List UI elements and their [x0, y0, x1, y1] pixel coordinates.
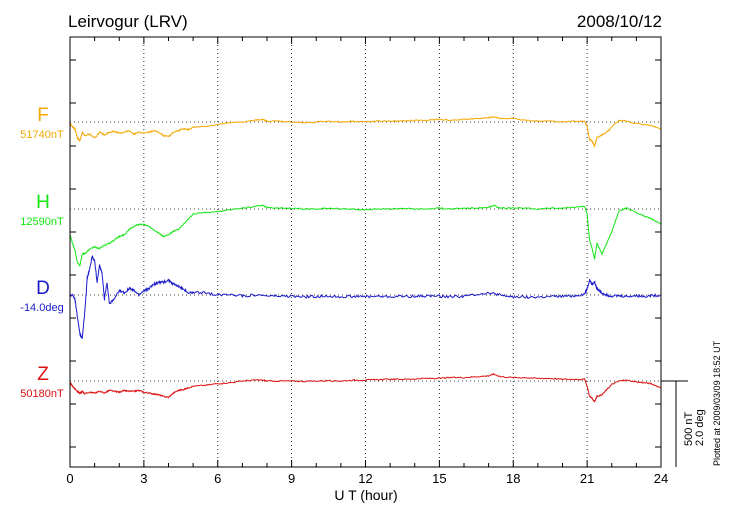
- component-base-h: 12590nT: [20, 216, 64, 228]
- component-base-f: 51740nT: [20, 129, 64, 141]
- component-letter-h: H: [36, 192, 50, 213]
- series-line-z: [69, 372, 662, 403]
- series-lines: [69, 116, 662, 403]
- axis-ticks: 0 3 6 9 12 15 18 21 24: [66, 37, 668, 486]
- x-tick-label: 15: [432, 471, 446, 486]
- x-tick-label: 9: [288, 471, 295, 486]
- x-tick-label: 24: [654, 471, 668, 486]
- component-letter-f: F: [37, 105, 49, 126]
- chart-date: 2008/10/12: [577, 12, 662, 31]
- x-tick-label: 3: [140, 471, 147, 486]
- grid-lines: [70, 37, 661, 467]
- component-labels: F 51740nT H 12590nT D -14.0deg Z 50180nT: [20, 105, 64, 400]
- series-line-f: [69, 116, 662, 149]
- x-tick-label: 12: [358, 471, 372, 486]
- component-letter-z: Z: [37, 364, 49, 385]
- chart-title: Leirvogur (LRV): [68, 12, 188, 31]
- x-tick-label: 6: [214, 471, 221, 486]
- component-letter-d: D: [36, 278, 50, 299]
- scale-bar: 500 nT 2.0 deg: [661, 380, 706, 467]
- x-tick-label: 0: [66, 471, 73, 486]
- x-tick-label: 18: [506, 471, 520, 486]
- scale-label-deg: 2.0 deg: [694, 409, 706, 446]
- plotted-at-note: Plotted at 2009/03/09 18:52 UT: [712, 340, 722, 466]
- series-line-d: [69, 254, 662, 339]
- x-tick-label: 21: [580, 471, 594, 486]
- component-base-d: -14.0deg: [20, 302, 63, 314]
- scale-label-nt: 500 nT: [683, 411, 695, 446]
- component-base-z: 50180nT: [20, 388, 64, 400]
- x-axis-label: U T (hour): [334, 487, 397, 503]
- series-line-h: [69, 204, 662, 267]
